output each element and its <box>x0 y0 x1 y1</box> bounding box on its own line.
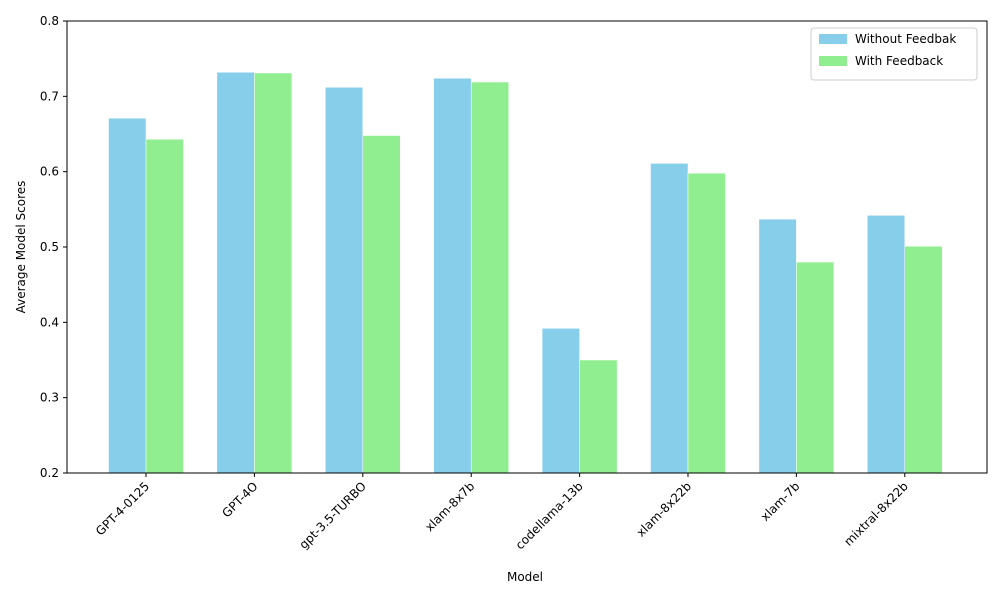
x-tick-label: xlam-8x22b <box>634 479 694 539</box>
bar <box>216 71 255 474</box>
bar <box>108 117 147 474</box>
bar <box>470 81 509 474</box>
y-tick-label: 0.7 <box>40 89 59 103</box>
bar <box>687 172 726 474</box>
legend-label: With Feedback <box>855 54 943 68</box>
x-axis-label: Model <box>507 570 543 584</box>
x-tick-label: gpt-3.5-TURBO <box>296 479 368 551</box>
x-tick-label: codellama-13b <box>513 479 586 552</box>
bar <box>579 359 618 474</box>
bar <box>867 215 906 474</box>
x-tick-label: GPT-4-0125 <box>93 479 152 538</box>
y-axis-label: Average Model Scores <box>14 181 28 314</box>
bar <box>362 135 401 474</box>
y-tick-label: 0.8 <box>40 14 59 28</box>
bar <box>758 218 797 474</box>
bar <box>904 245 943 474</box>
y-tick-label: 0.5 <box>40 240 59 254</box>
x-tick-label: xlam-8x7b <box>422 479 477 534</box>
bar <box>796 261 835 474</box>
bar <box>145 139 184 474</box>
y-tick-label: 0.4 <box>40 315 59 329</box>
legend-label: Without Feedbak <box>855 32 956 46</box>
y-tick-label: 0.2 <box>40 466 59 480</box>
x-tick-label: GPT-4O <box>219 479 260 520</box>
bar <box>254 72 293 474</box>
bar <box>325 87 364 474</box>
bar <box>433 78 472 474</box>
legend-box <box>810 27 978 81</box>
x-tick-label: xlam-7b <box>758 479 803 524</box>
legend-swatch <box>819 56 847 66</box>
x-tick-label: mixtral-8x22b <box>841 479 911 549</box>
y-tick-label: 0.3 <box>40 391 59 405</box>
plot-frame <box>66 20 988 474</box>
bar <box>650 163 689 474</box>
legend-swatch <box>819 34 847 44</box>
y-tick-label: 0.6 <box>40 165 59 179</box>
bar <box>541 328 580 474</box>
